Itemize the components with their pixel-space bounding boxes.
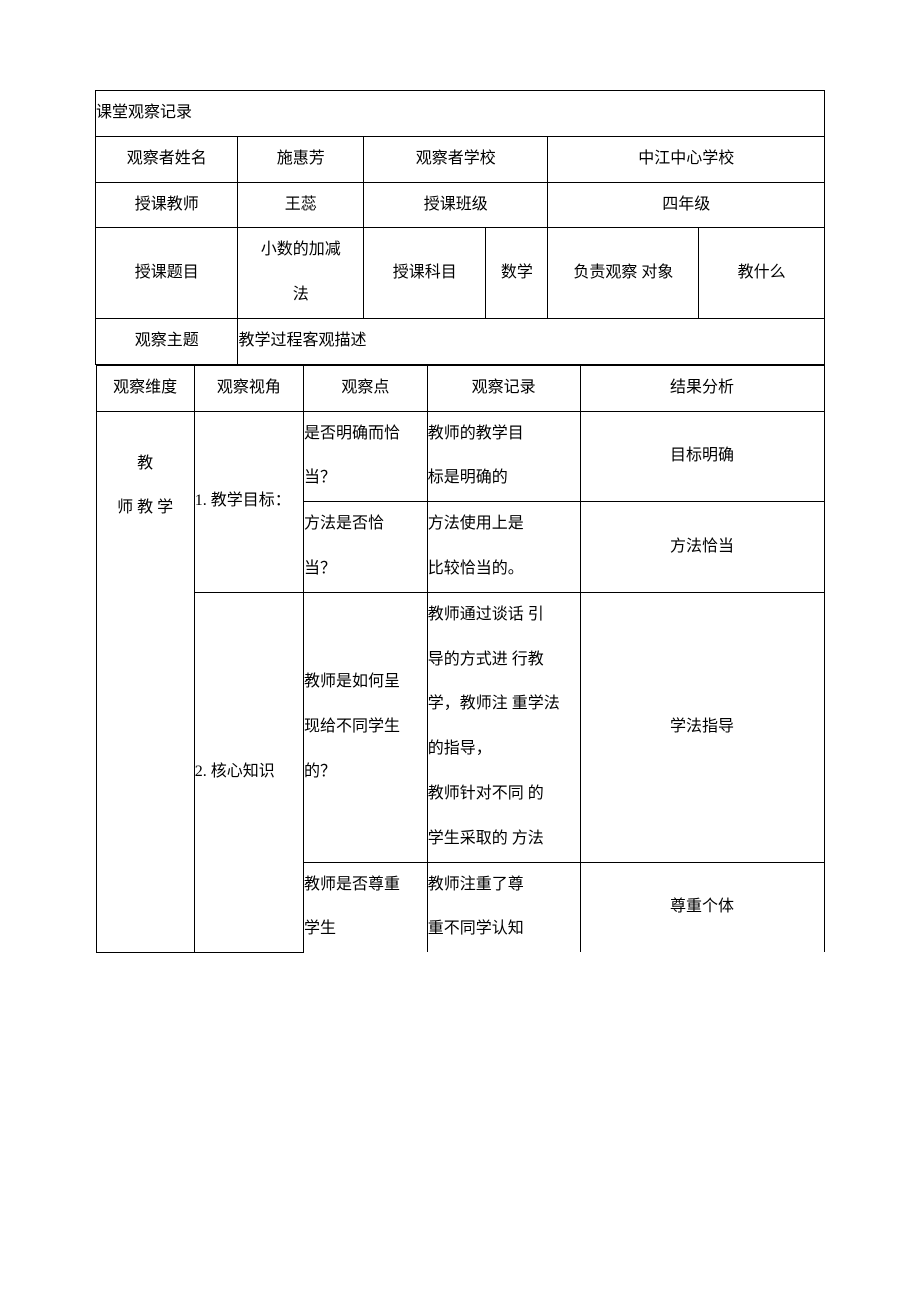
obs-result-1-2: 方法恰当 [580, 502, 824, 593]
topic-line1: 小数的加减 [238, 228, 363, 273]
theme-label: 观察主题 [96, 318, 238, 364]
class-value: 四年级 [548, 182, 825, 228]
r1-2-line2: 比较恰当的。 [428, 547, 580, 592]
p1-1-line2: 当？ [304, 456, 427, 501]
obs-row-3: 2. 核心知识 教师是如何呈 现给不同学生 的？ 教师通过谈话 引 导的方式进 … [96, 592, 824, 862]
p1-1-line1: 是否明确而恰 [304, 412, 427, 457]
obs-persp-2: 2. 核心知识 [194, 592, 303, 952]
obs-result-1-1: 目标明确 [580, 411, 824, 502]
p2-1-line2: 现给不同学生 [304, 705, 427, 750]
p2-1-line1: 教师是如何呈 [304, 660, 427, 705]
r2-1-line3: 学，教师注 重学法 [428, 682, 580, 727]
observation-record-table: 课堂观察记录 观察者姓名 施惠芳 观察者学校 中江中心学校 授课教师 王蕊 授课… [95, 90, 825, 953]
dim-line1: 教 [97, 442, 194, 487]
teacher-label: 授课教师 [96, 182, 238, 228]
header-row-4: 观察主题 教学过程客观描述 [96, 318, 825, 364]
obs-header-record: 观察记录 [427, 365, 580, 411]
obs-record-2-2: 教师注重了尊 重不同学认知 [427, 862, 580, 952]
subject-label: 授课科目 [364, 228, 486, 319]
obs-point-2-1: 教师是如何呈 现给不同学生 的？ [303, 592, 427, 862]
r2-1-line5: 教师针对不同 的 [428, 772, 580, 817]
r2-1-line6: 学生采取的 方法 [428, 817, 580, 862]
observer-name-value: 施惠芳 [238, 136, 364, 182]
obs-record-1-1: 教师的教学目 标是明确的 [427, 411, 580, 502]
observer-name-label: 观察者姓名 [96, 136, 238, 182]
dim-line2: 师 教 学 [97, 486, 194, 531]
topic-value: 小数的加减 法 [238, 228, 364, 319]
p1-2-line1: 方法是否恰 [304, 502, 427, 547]
r2-1-line4: 的指导， [428, 727, 580, 772]
r1-1-line1: 教师的教学目 [428, 412, 580, 457]
p2-2-line1: 教师是否尊重 [304, 863, 427, 908]
obs-row-1: 教 师 教 学 1. 教学目标： 是否明确而恰 当？ 教师的教学目 标是明确的 … [96, 411, 824, 502]
topic-label: 授课题目 [96, 228, 238, 319]
r1-2-line1: 方法使用上是 [428, 502, 580, 547]
header-row-2: 授课教师 王蕊 授课班级 四年级 [96, 182, 825, 228]
r2-2-line1: 教师注重了尊 [428, 863, 580, 908]
r2-1-line2: 导的方式进 行教 [428, 638, 580, 683]
observations-inner-table: 观察维度 观察视角 观察点 观察记录 结果分析 教 师 教 学 1. 教学目标：… [96, 365, 825, 953]
table-title: 课堂观察记录 [96, 91, 825, 137]
topic-line2: 法 [238, 273, 363, 318]
inner-table-row: 观察维度 观察视角 观察点 观察记录 结果分析 教 师 教 学 1. 教学目标：… [96, 364, 825, 952]
class-label: 授课班级 [364, 182, 548, 228]
header-row-1: 观察者姓名 施惠芳 观察者学校 中江中心学校 [96, 136, 825, 182]
responsible-value: 教什么 [699, 228, 825, 319]
teacher-value: 王蕊 [238, 182, 364, 228]
p2-1-line3: 的？ [304, 750, 427, 795]
obs-dimension: 教 师 教 学 [96, 411, 194, 952]
p1-2-line2: 当？ [304, 547, 427, 592]
header-row-3: 授课题目 小数的加减 法 授课科目 数学 负责观察 对象 教什么 [96, 228, 825, 319]
obs-header-row: 观察维度 观察视角 观察点 观察记录 结果分析 [96, 365, 824, 411]
obs-header-point: 观察点 [303, 365, 427, 411]
subject-value: 数学 [486, 228, 548, 319]
theme-value: 教学过程客观描述 [238, 318, 825, 364]
obs-point-1-1: 是否明确而恰 当？ [303, 411, 427, 502]
observer-school-value: 中江中心学校 [548, 136, 825, 182]
observer-school-label: 观察者学校 [364, 136, 548, 182]
p2-2-line2: 学生 [304, 907, 427, 952]
obs-result-2-2: 尊重个体 [580, 862, 824, 952]
obs-point-2-2: 教师是否尊重 学生 [303, 862, 427, 952]
responsible-label: 负责观察 对象 [548, 228, 699, 319]
obs-header-result: 结果分析 [580, 365, 824, 411]
obs-result-2-1: 学法指导 [580, 592, 824, 862]
obs-header-dim: 观察维度 [96, 365, 194, 411]
obs-record-2-1: 教师通过谈话 引 导的方式进 行教 学，教师注 重学法 的指导， 教师针对不同 … [427, 592, 580, 862]
obs-record-1-2: 方法使用上是 比较恰当的。 [427, 502, 580, 593]
obs-persp-1: 1. 教学目标： [194, 411, 303, 592]
r2-2-line2: 重不同学认知 [428, 907, 580, 952]
r2-1-line1: 教师通过谈话 引 [428, 593, 580, 638]
obs-point-1-2: 方法是否恰 当？ [303, 502, 427, 593]
obs-header-persp: 观察视角 [194, 365, 303, 411]
r1-1-line2: 标是明确的 [428, 456, 580, 501]
title-text: 课堂观察记录 [96, 104, 192, 121]
